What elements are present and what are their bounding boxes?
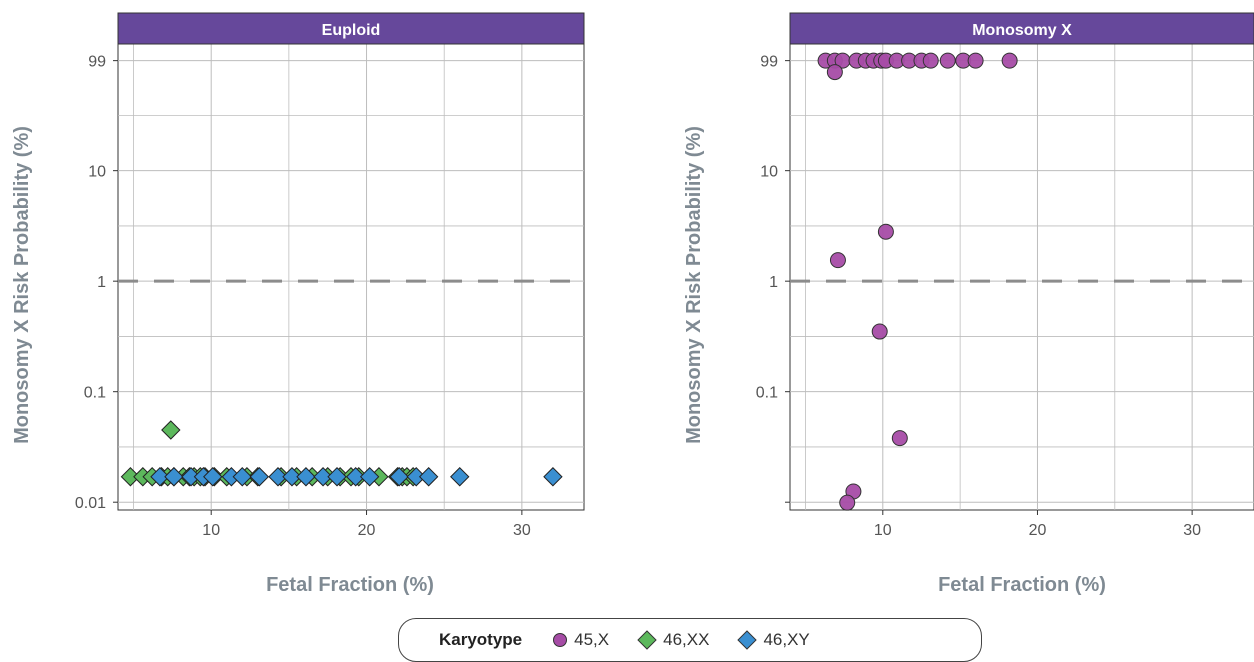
data-point (939, 52, 956, 69)
y-tick-label: 10 (760, 164, 778, 181)
legend-label-46xx: 46,XX (663, 630, 710, 649)
y-tick-label: 0.1 (756, 385, 778, 402)
y-tick-label: 99 (88, 54, 106, 71)
y-tick-label: 0.1 (84, 385, 106, 402)
data-point (877, 223, 894, 240)
data-point (543, 467, 563, 487)
data-point (345, 467, 366, 487)
y-tick-label: 0.01 (75, 495, 106, 512)
data-point (164, 467, 184, 487)
series-46xy (150, 467, 563, 487)
data-point (150, 467, 170, 487)
data-point (389, 467, 409, 487)
data-point (327, 467, 347, 487)
legend: Karyotype 45,X 46,XX 46,XY (398, 618, 982, 662)
panel-header (789, 12, 1254, 45)
panel-title: Euploid (322, 22, 381, 39)
y-axis-label: Monosomy X Risk Probability (%) (683, 126, 705, 444)
x-tick-label: 30 (1183, 522, 1201, 539)
legend-item-46xy: 46,XY (737, 630, 810, 650)
legend-item-45x: 45,X (552, 630, 609, 650)
y-axis-label: Monosomy X Risk Probability (%) (11, 126, 33, 444)
x-tick-label: 20 (358, 522, 376, 539)
data-point (1001, 52, 1018, 69)
data-point (296, 467, 316, 487)
x-tick-label: 10 (202, 522, 220, 539)
data-point (826, 64, 843, 81)
plot-area (789, 12, 1254, 511)
data-point (450, 467, 470, 487)
x-tick-label: 30 (513, 522, 531, 539)
chart: 10 20 30 0.01 0.1 1 10 99 Euploid Fetal Fraction … (11, 12, 1254, 596)
data-point (891, 430, 908, 447)
panel-title: Monosomy X (972, 22, 1072, 39)
circle-marker-icon (553, 633, 568, 647)
data-point (282, 467, 302, 487)
data-point (203, 467, 223, 487)
data-point (967, 52, 984, 69)
legend-label-46xy: 46,XY (763, 630, 810, 649)
data-point (922, 52, 939, 69)
panel-monosomy-x: 10 20 30 0.1 1 10 99 Monosomy X Fetal Fraction (… (683, 12, 1254, 596)
diamond-marker-icon (737, 630, 758, 650)
diamond-marker-icon (637, 630, 657, 650)
x-tick-label: 10 (874, 522, 892, 539)
legend-item-46xx: 46,XX (637, 630, 709, 650)
data-point (161, 420, 181, 440)
y-tick-label: 1 (769, 274, 778, 291)
data-point (839, 494, 856, 511)
x-tick-label: 20 (1029, 522, 1047, 539)
data-point (249, 467, 270, 487)
data-point (232, 467, 252, 487)
data-point (829, 252, 846, 269)
panel-header (117, 12, 585, 45)
data-point (418, 467, 439, 487)
data-point (871, 323, 888, 340)
x-axis-label: Fetal Fraction (%) (938, 574, 1106, 596)
y-tick-label: 99 (760, 54, 778, 71)
y-tick-label: 1 (97, 274, 106, 291)
series-45x (817, 52, 1018, 511)
plot-area (117, 12, 585, 511)
data-point (268, 467, 288, 487)
panel-euploid: 10 20 30 0.01 0.1 1 10 99 Euploid Fetal Fraction … (11, 12, 585, 596)
data-point (359, 467, 380, 487)
y-tick-label: 10 (88, 164, 106, 181)
data-point (313, 467, 333, 487)
legend-title: Karyotype (439, 630, 523, 649)
x-axis-label: Fetal Fraction (%) (266, 574, 434, 596)
legend-label-45x: 45,X (574, 630, 610, 649)
